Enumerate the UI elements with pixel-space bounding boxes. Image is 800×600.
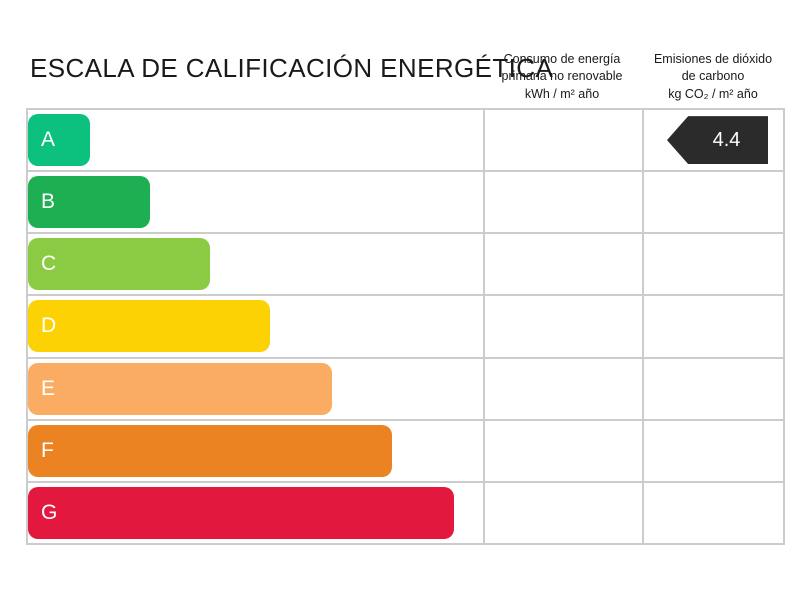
rating-row-a-bar-cell: A [28,110,483,171]
rating-bar-c: C [28,238,210,291]
consumption-cell-b [485,172,642,233]
rating-bar-g: G [28,486,454,539]
rating-letter-g: G [41,500,58,524]
emissions-cell-a: 4.4 [644,110,783,171]
rating-letter-e: E [41,376,56,400]
emissions-cell-e [644,358,783,419]
consumption-cell-c [485,234,642,295]
rating-letter-d: D [41,314,57,338]
emissions-column-header: Emisiones de dióxido de carbono kg CO₂ /… [653,52,773,101]
rating-bar-e: E [28,362,332,415]
emissions-cell-f [644,420,783,481]
rating-letter-a: A [41,128,56,152]
consumption-cell-d [485,296,642,357]
emissions-cell-d [644,296,783,357]
rating-letter-b: B [41,190,56,214]
rating-row-g-bar-cell: G [28,482,483,543]
consumption-cell-a [485,110,642,171]
rating-row-c-bar-cell: C [28,234,483,295]
rating-row-e-bar-cell: E [28,358,483,419]
rating-bar-f: F [28,424,392,477]
emissions-cell-c [644,234,783,295]
consumption-cell-f [485,420,642,481]
emissions-value: 4.4 [712,128,741,151]
rating-bar-a: A [28,114,90,167]
rating-row-f-bar-cell: F [28,420,483,481]
rating-row-b-bar-cell: B [28,172,483,233]
consumption-cell-e [485,358,642,419]
rating-row-d-bar-cell: D [28,296,483,357]
page-title: ESCALA DE CALIFICACIÓN ENERGÉTICA [30,53,554,83]
emissions-cell-b [644,172,783,233]
rating-table: A 4.4 B C D [26,108,785,545]
emissions-value-tag: 4.4 [667,116,768,165]
rating-letter-c: C [41,252,57,276]
rating-letter-f: F [41,438,54,462]
emissions-cell-g [644,482,783,543]
rating-bar-d: D [28,300,270,353]
rating-bar-b: B [28,176,150,229]
consumption-column-header: Consumo de energía primaria no renovable… [501,52,623,101]
consumption-cell-g [485,482,642,543]
